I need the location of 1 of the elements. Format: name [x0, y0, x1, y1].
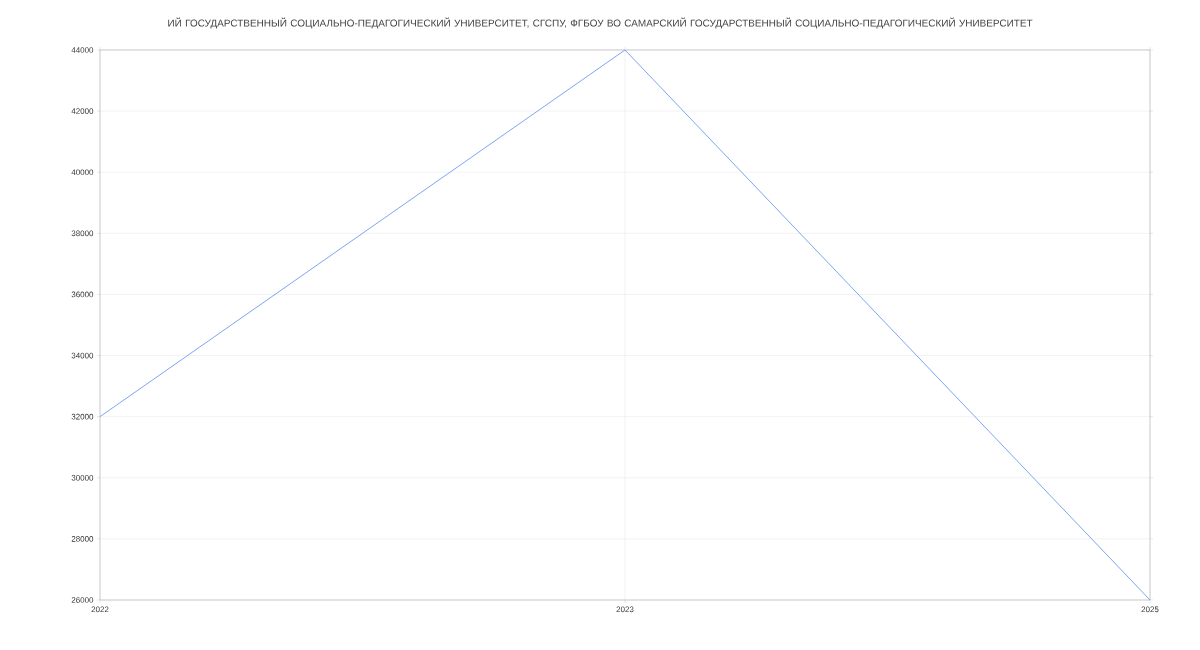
chart-title: ИЙ ГОСУДАРСТВЕННЫЙ СОЦИАЛЬНО-ПЕДАГОГИЧЕСКИЙ УНИВЕРСИТЕТ, СГСПУ, ФГБОУ ВО САМАРСКИЙ ГОСУДАРСТВЕННЫЙ СОЦИАЛЬНО-ПЕДАГОГИЧЕСКИЙ УНИВЕРСИТЕТ [168, 17, 1033, 29]
